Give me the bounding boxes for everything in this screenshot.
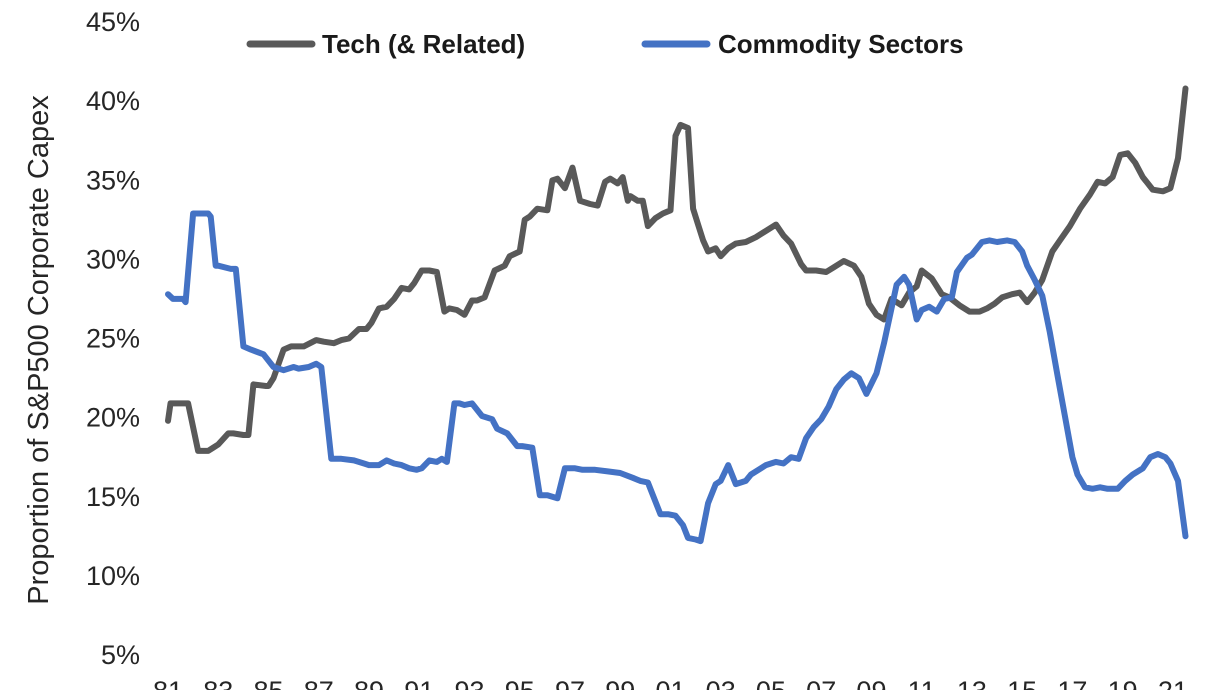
y-tick-label: 40% bbox=[86, 86, 140, 116]
x-tick-label: 95 bbox=[505, 676, 535, 690]
x-tick-label: 01 bbox=[655, 676, 685, 690]
series-line-tech bbox=[165, 85, 1189, 454]
x-tick-label: 99 bbox=[605, 676, 635, 690]
y-tick-label: 45% bbox=[86, 7, 140, 37]
x-tick-label: 81 bbox=[153, 676, 183, 690]
x-tick-label: 91 bbox=[404, 676, 434, 690]
y-tick-label: 25% bbox=[86, 324, 140, 354]
x-tick-label: 87 bbox=[304, 676, 334, 690]
y-tick-label: 30% bbox=[86, 244, 140, 274]
x-tick-label: 19 bbox=[1108, 676, 1138, 690]
x-tick-label: 17 bbox=[1057, 676, 1087, 690]
x-tick-label: 15 bbox=[1007, 676, 1037, 690]
x-axis-tick-labels: 81 83 85 87 89 91 93 95 97 99 01 03 05 07 09 11 13 15 17 19… bbox=[153, 676, 1188, 690]
y-tick-label: 20% bbox=[86, 403, 140, 433]
series-lines bbox=[165, 85, 1189, 545]
y-tick-label: 15% bbox=[86, 482, 140, 512]
x-tick-label: 85 bbox=[253, 676, 283, 690]
legend-label-commodity: Commodity Sectors bbox=[718, 29, 964, 59]
x-tick-label: 07 bbox=[806, 676, 836, 690]
x-tick-label: 11 bbox=[908, 676, 936, 690]
y-tick-label: 5% bbox=[101, 640, 140, 670]
y-axis-title: Proportion of S&P500 Corporate Capex bbox=[23, 95, 55, 605]
y-axis-tick-labels: 5% 10% 15% 20% 25% 30% 35% 40% 45% bbox=[86, 7, 140, 670]
x-tick-label: 21 bbox=[1158, 676, 1188, 690]
x-tick-label: 05 bbox=[756, 676, 786, 690]
series-line-commodity bbox=[165, 210, 1189, 545]
x-tick-label: 83 bbox=[203, 676, 233, 690]
legend-label-tech: Tech (& Related) bbox=[322, 29, 525, 59]
x-tick-label: 09 bbox=[856, 676, 886, 690]
legend: Tech (& Related) Commodity Sectors bbox=[246, 29, 964, 59]
y-tick-label: 35% bbox=[86, 165, 140, 195]
x-tick-label: 89 bbox=[354, 676, 384, 690]
x-tick-label: 97 bbox=[555, 676, 585, 690]
y-tick-label: 10% bbox=[86, 561, 140, 591]
x-tick-label: 13 bbox=[957, 676, 987, 690]
x-tick-label: 93 bbox=[454, 676, 484, 690]
x-tick-label: 03 bbox=[706, 676, 736, 690]
